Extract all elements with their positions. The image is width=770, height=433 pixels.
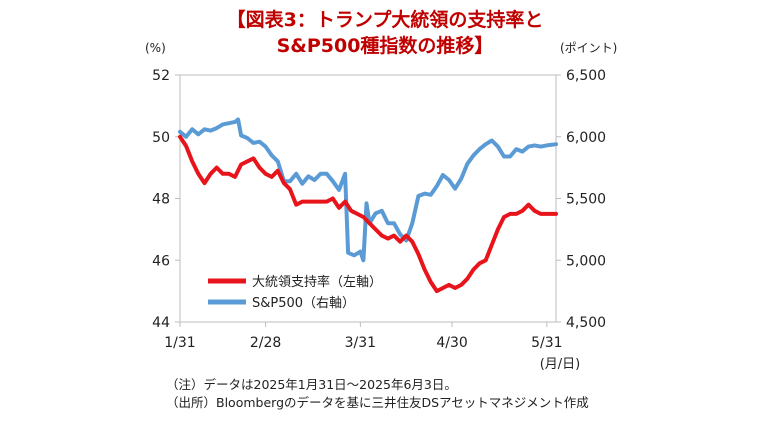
y-right-tick-label: 5,000: [566, 253, 606, 269]
x-axis-unit-label: (月/日): [540, 357, 581, 372]
y-right-tick-label: 6,000: [566, 130, 606, 146]
y-left-tick-label: 46: [152, 253, 170, 269]
approval-rating-line: [178, 134, 558, 294]
y-right-tick-label: 4,500: [566, 315, 606, 331]
y-right-tick-label: 6,500: [566, 68, 606, 84]
x-tick-label: 2/28: [250, 335, 281, 351]
sp500-line: [178, 117, 558, 263]
y-right-axis-label: (ポイント): [560, 41, 617, 55]
sp500-line-legend-label: S&P500（右軸）: [252, 296, 355, 311]
y-left-tick-label: 50: [152, 130, 170, 146]
x-tick-label: 1/31: [164, 335, 195, 351]
chart-title-line-2: S&P500種指数の推移】: [276, 35, 494, 57]
note-source: （出所）Bloombergのデータを基に三井住友DSアセットマネジメント作成: [166, 395, 589, 410]
x-tick-label: 5/31: [531, 335, 562, 351]
y-left-tick-label: 44: [152, 315, 170, 331]
y-right-tick-label: 5,500: [566, 192, 606, 208]
note-period: （注）データは2025年1月31日～2025年6月3日。: [166, 377, 457, 392]
y-left-tick-label: 48: [152, 192, 170, 208]
x-tick-label: 4/30: [436, 335, 467, 351]
approval-rating-line-legend-label: 大統領支持率（左軸）: [252, 274, 382, 290]
y-left-tick-label: 52: [152, 68, 170, 84]
y-left-axis-label: (%): [145, 41, 166, 55]
chart-title-line-1: 【図表3：トランプ大統領の支持率と: [226, 9, 544, 31]
x-tick-label: 3/31: [345, 335, 376, 351]
